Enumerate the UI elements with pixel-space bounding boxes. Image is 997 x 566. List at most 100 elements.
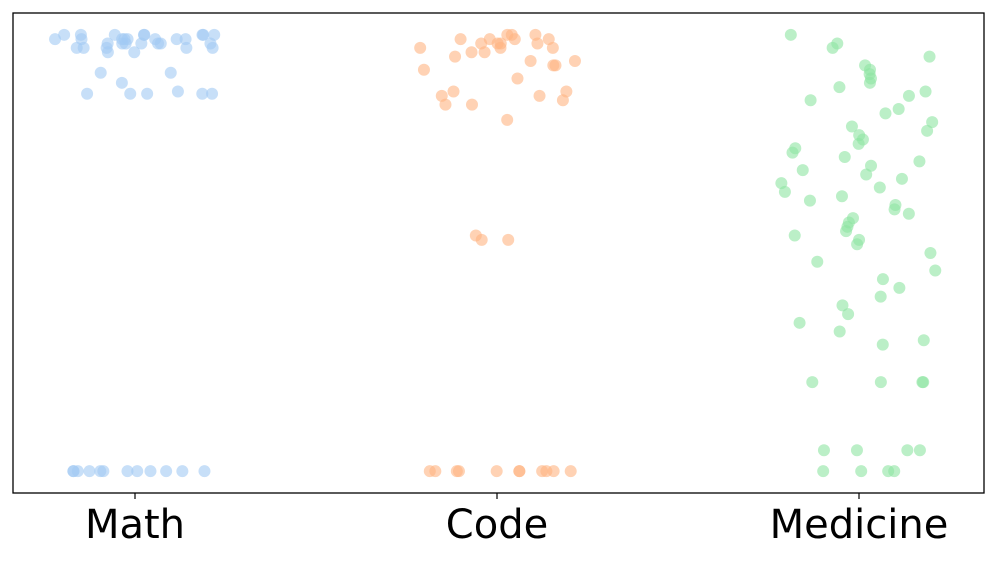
point: [893, 281, 906, 294]
point: [67, 465, 80, 478]
point: [170, 33, 183, 46]
point: [540, 465, 553, 478]
point: [842, 308, 855, 321]
point: [876, 338, 889, 351]
point: [826, 41, 839, 54]
point: [423, 465, 436, 478]
point: [70, 41, 83, 54]
point: [206, 41, 219, 54]
point: [921, 124, 934, 137]
point: [817, 465, 830, 478]
point: [879, 107, 892, 120]
point: [154, 37, 167, 50]
point: [452, 465, 465, 478]
point: [926, 116, 939, 129]
point: [892, 103, 905, 115]
point: [439, 98, 452, 111]
point: [74, 28, 87, 41]
point: [556, 94, 569, 107]
point: [913, 444, 926, 457]
plot-frame: [12, 12, 985, 494]
point: [124, 87, 137, 100]
point: [97, 465, 110, 478]
point: [817, 444, 830, 457]
point: [916, 376, 929, 389]
point: [860, 168, 873, 181]
point: [888, 203, 901, 216]
point: [833, 81, 846, 94]
point: [564, 465, 577, 478]
point: [788, 229, 801, 242]
point: [888, 465, 901, 478]
point: [863, 76, 876, 89]
point: [923, 50, 936, 63]
point: [171, 85, 184, 98]
point: [501, 113, 514, 126]
point: [490, 465, 503, 478]
point: [101, 46, 114, 59]
point: [417, 63, 430, 76]
point: [449, 50, 462, 63]
point: [465, 98, 478, 111]
point: [873, 181, 886, 194]
point: [838, 151, 851, 163]
point: [160, 465, 173, 478]
point: [197, 28, 210, 41]
point: [546, 41, 559, 54]
point: [568, 55, 581, 67]
point: [131, 465, 144, 478]
point: [511, 72, 524, 85]
point: [475, 233, 488, 246]
point: [902, 89, 915, 102]
point: [796, 164, 809, 177]
point: [902, 207, 915, 220]
point: [141, 87, 154, 100]
point: [803, 194, 816, 207]
point: [164, 66, 177, 79]
point: [137, 28, 150, 41]
point: [876, 273, 889, 286]
point: [913, 155, 926, 168]
point: [924, 247, 937, 259]
point: [128, 46, 141, 59]
point: [58, 28, 71, 41]
point: [850, 444, 863, 457]
point: [198, 465, 211, 478]
point: [179, 33, 192, 46]
point: [855, 465, 868, 478]
point: [144, 465, 157, 478]
point: [180, 41, 193, 54]
point: [524, 55, 537, 67]
point: [494, 41, 507, 54]
point: [116, 37, 129, 50]
point: [851, 238, 864, 251]
point: [793, 316, 806, 329]
x-tick-label: Medicine: [770, 502, 949, 548]
point: [806, 376, 819, 389]
point: [115, 76, 128, 89]
point: [804, 94, 817, 107]
point: [865, 159, 878, 172]
point: [835, 190, 848, 203]
point: [176, 465, 189, 478]
point: [208, 28, 221, 41]
point: [465, 46, 478, 59]
point: [852, 137, 865, 150]
point: [901, 444, 914, 457]
point: [874, 290, 887, 303]
point: [447, 85, 460, 98]
point: [874, 376, 887, 389]
point: [513, 465, 526, 478]
point: [508, 33, 521, 46]
point: [547, 59, 560, 72]
point: [786, 146, 799, 159]
point: [895, 172, 908, 185]
point: [833, 325, 846, 338]
point: [502, 233, 515, 246]
point: [917, 334, 930, 347]
point: [531, 37, 544, 50]
point: [533, 89, 546, 102]
point: [784, 28, 797, 41]
point: [811, 255, 824, 268]
